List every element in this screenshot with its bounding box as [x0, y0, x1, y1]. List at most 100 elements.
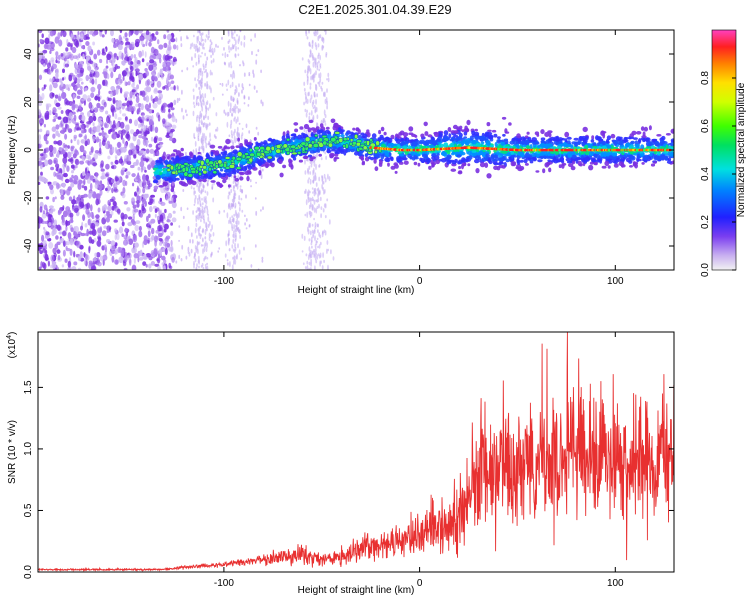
noise-point — [94, 150, 100, 154]
streak-point — [203, 65, 205, 71]
noise-point — [142, 253, 147, 260]
streak-point — [305, 101, 307, 104]
ridge-point — [448, 159, 452, 163]
noise-point — [165, 191, 171, 199]
noise-point — [71, 164, 75, 169]
scatter-point — [195, 102, 198, 106]
streak-point — [233, 118, 236, 122]
noise-point — [88, 115, 94, 123]
ridge-point — [582, 126, 588, 133]
scatter-point — [223, 47, 225, 51]
noise-point — [167, 126, 171, 131]
noise-point — [138, 134, 143, 139]
streak-point — [309, 98, 312, 104]
ridge-point — [175, 177, 180, 181]
streak-point — [231, 244, 234, 249]
noise-point — [128, 149, 133, 156]
noise-point — [73, 250, 76, 258]
ridge-point — [443, 130, 449, 136]
noise-point — [161, 105, 164, 111]
streak-point — [223, 209, 226, 213]
noise-point — [65, 220, 71, 226]
noise-point — [144, 51, 147, 58]
noise-point — [54, 243, 59, 250]
noise-point — [81, 155, 86, 162]
noise-point — [151, 227, 155, 235]
streak-point — [235, 255, 238, 260]
noise-point — [95, 136, 100, 143]
noise-point — [55, 59, 58, 64]
scatter-point — [227, 40, 230, 45]
ridge-point — [419, 157, 423, 162]
noise-point — [135, 56, 138, 64]
scatter-point — [181, 107, 183, 113]
ridge-point — [282, 164, 287, 169]
ridge-point — [458, 165, 462, 170]
noise-point — [81, 130, 85, 134]
noise-point — [67, 267, 70, 270]
noise-point — [61, 215, 65, 223]
noise-point — [129, 142, 135, 150]
noise-point — [113, 204, 117, 209]
scatter-point — [186, 67, 189, 71]
streak-point — [309, 171, 312, 175]
noise-point — [101, 34, 105, 38]
streak-point — [310, 164, 313, 168]
streak-point — [314, 235, 316, 242]
noise-point — [118, 158, 124, 164]
streak-point — [233, 259, 235, 265]
noise-point — [105, 216, 110, 223]
scatter-point — [239, 30, 242, 33]
streak-point — [193, 94, 195, 100]
noise-point — [52, 82, 58, 89]
ridge-point — [638, 138, 642, 144]
streak-point — [318, 73, 320, 79]
noise-point — [168, 262, 171, 269]
noise-point — [56, 151, 60, 158]
noise-point — [101, 127, 104, 131]
noise-point — [43, 240, 47, 246]
noise-point — [165, 86, 170, 91]
noise-point — [88, 246, 91, 254]
noise-point — [70, 33, 73, 40]
noise-point — [131, 264, 137, 270]
noise-point — [133, 253, 139, 259]
noise-point — [132, 182, 135, 187]
streak-point — [308, 112, 311, 116]
noise-point — [80, 112, 84, 116]
streak-point — [234, 103, 237, 109]
noise-point — [114, 248, 118, 255]
noise-point — [67, 84, 72, 88]
noise-point — [125, 174, 129, 179]
streak-point — [308, 165, 311, 170]
noise-point — [90, 239, 95, 245]
streak-point — [204, 263, 207, 267]
ridge-point — [308, 119, 314, 124]
noise-point — [89, 182, 93, 191]
scatter-point — [238, 92, 240, 97]
ridge-point — [451, 160, 457, 165]
noise-point — [135, 103, 139, 108]
noise-point — [62, 205, 65, 211]
noise-point — [145, 70, 150, 77]
scatter-point — [199, 67, 202, 73]
scatter-point — [194, 253, 196, 258]
streak-point — [201, 202, 204, 206]
scatter-point — [221, 82, 224, 87]
ridge-point — [167, 177, 171, 181]
streak-point — [236, 218, 239, 225]
scatter-point — [248, 83, 251, 87]
noise-point — [106, 73, 110, 80]
noise-point — [113, 201, 117, 207]
streak-point — [312, 191, 314, 194]
noise-point — [89, 60, 94, 65]
noise-point — [67, 128, 73, 134]
noise-point — [124, 256, 128, 263]
streak-point — [309, 51, 312, 58]
noise-point — [145, 114, 150, 119]
noise-point — [38, 174, 43, 181]
ridge-point — [191, 180, 197, 186]
noise-point — [86, 97, 92, 102]
noise-point — [62, 210, 68, 218]
ridge-point — [239, 143, 244, 147]
